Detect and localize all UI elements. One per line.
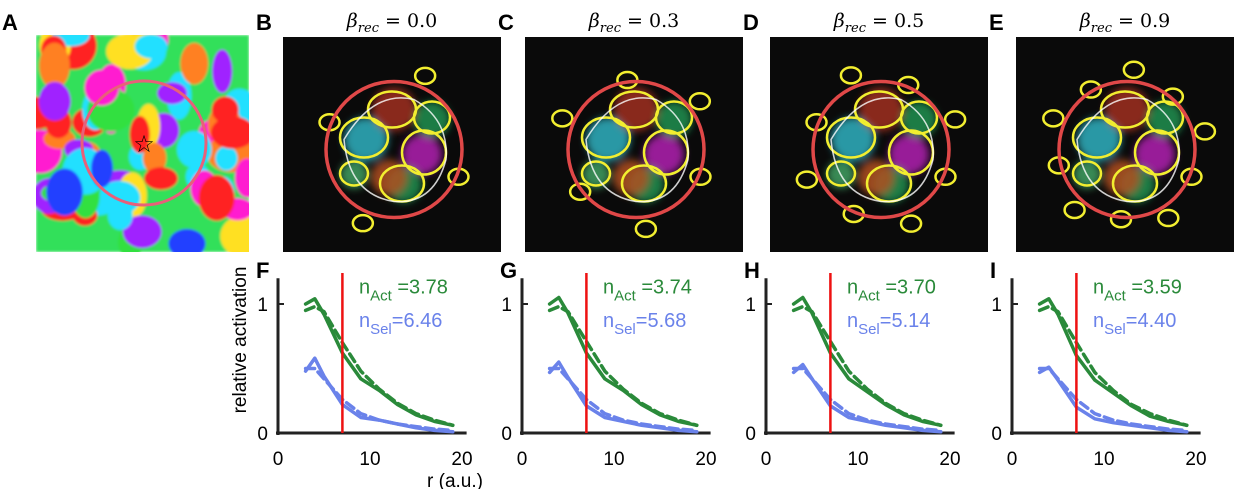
beta-title: βrec = 0.5 — [833, 10, 924, 36]
act-dashed-line — [303, 304, 455, 428]
x-tick-label: 0 — [517, 449, 528, 470]
contour-lines — [1042, 60, 1217, 229]
orientation-map — [36, 35, 249, 252]
y-tick-label: 1 — [501, 295, 512, 316]
x-tick-label: 10 — [359, 449, 380, 470]
y-tick-label: 0 — [501, 424, 512, 445]
panel-label-a: A — [2, 10, 18, 35]
y-tick-label: 1 — [257, 295, 268, 316]
radius-circle — [324, 79, 464, 220]
n-act-label: nAct =3.78 — [359, 277, 448, 305]
act-dashed-line — [547, 304, 699, 428]
x-tick-label: 0 — [273, 449, 284, 470]
beta-title: βrec = 0.9 — [1079, 10, 1170, 36]
y-tick-label: 1 — [745, 295, 756, 316]
n-act-label: nAct =3.70 — [847, 277, 936, 305]
n-act-label: nAct =3.74 — [603, 277, 692, 305]
x-axis-label: r (a.u.) — [427, 471, 483, 489]
y-tick-label: 1 — [991, 295, 1002, 316]
beta-title: βrec = 0.3 — [588, 10, 679, 36]
x-tick-label: 10 — [1093, 449, 1114, 470]
radius-circle — [566, 79, 706, 220]
x-tick-label: 10 — [847, 449, 868, 470]
y-tick-label: 0 — [991, 424, 1002, 445]
sel-dashed-line — [547, 366, 699, 433]
y-tick-label: 0 — [257, 424, 268, 445]
n-sel-label: nSel=5.68 — [603, 310, 686, 338]
x-tick-label: 10 — [603, 449, 624, 470]
n-act-label: nAct =3.59 — [1093, 277, 1182, 305]
x-tick-label: 20 — [695, 449, 716, 470]
panel-label-g: G — [500, 258, 517, 283]
sel-dashed-line — [303, 366, 455, 433]
x-tick-label: 0 — [1007, 449, 1018, 470]
panel-label-b: B — [256, 10, 272, 35]
panel-label-e: E — [989, 10, 1004, 35]
act-dashed-line — [1037, 304, 1189, 428]
panel-label-c: C — [498, 10, 514, 35]
panel-label-d: D — [743, 10, 759, 35]
sel-dashed-line — [791, 366, 943, 433]
x-tick-label: 20 — [1185, 449, 1206, 470]
n-sel-label: nSel=5.14 — [847, 310, 930, 338]
contour-lines — [795, 66, 967, 233]
panel-label-i: I — [990, 258, 996, 283]
act-solid-line — [1037, 297, 1189, 428]
x-tick-label: 0 — [761, 449, 772, 470]
x-tick-label: 20 — [451, 449, 472, 470]
beta-title: βrec = 0.0 — [346, 10, 437, 36]
n-sel-label: nSel=6.46 — [359, 310, 442, 338]
receptive-field-circle — [80, 79, 208, 207]
radius-circle — [1057, 79, 1197, 220]
y-tick-label: 0 — [745, 424, 756, 445]
star-icon: ☆ — [133, 130, 155, 158]
sel-dashed-line — [1037, 366, 1189, 433]
x-tick-label: 20 — [939, 449, 960, 470]
act-dashed-line — [791, 304, 943, 428]
contour-lines — [318, 66, 470, 233]
n-sel-label: nSel=4.40 — [1093, 310, 1176, 338]
y-axis-label: relative activation — [230, 267, 251, 414]
contour-lines — [551, 70, 712, 239]
radius-circle — [811, 79, 951, 220]
panel-label-h: H — [744, 258, 760, 283]
panel-label-f: F — [256, 258, 269, 283]
